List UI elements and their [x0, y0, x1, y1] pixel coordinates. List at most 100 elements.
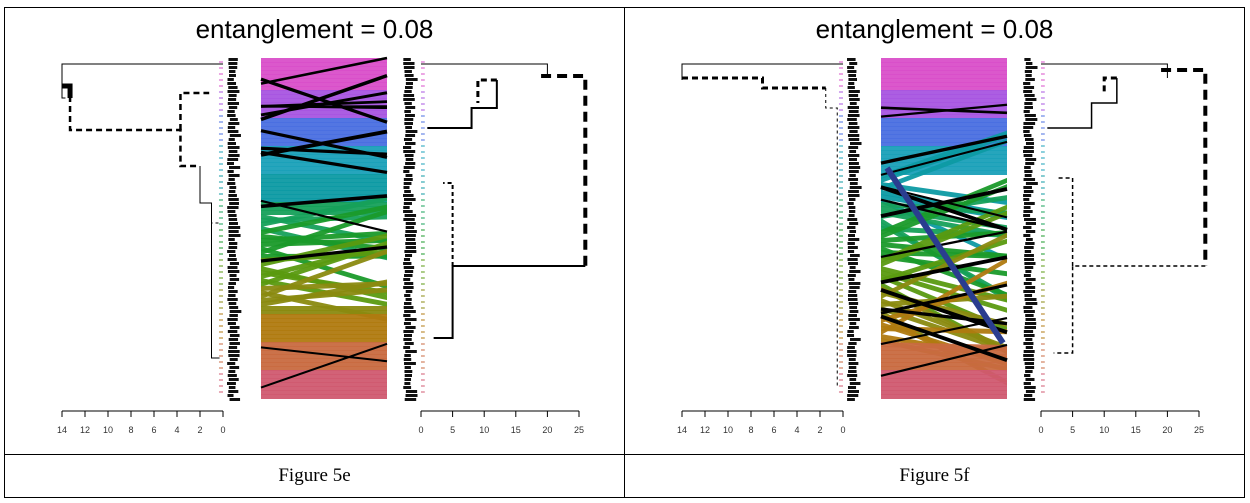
leaf-label-mark	[404, 318, 417, 321]
leaf-label-mark	[405, 134, 416, 137]
leaf-label-mark	[848, 314, 857, 317]
leaf-label-mark	[403, 202, 412, 205]
tangle-ribbon	[261, 130, 387, 135]
tangle-ribbon	[881, 382, 1007, 387]
leaf-label-mark	[849, 174, 856, 177]
tangle-ribbon	[261, 78, 387, 83]
leaf-label-mark	[229, 306, 239, 309]
leaf-label-mark	[849, 338, 861, 341]
tangle-ribbon	[261, 158, 387, 163]
leaf-label-mark	[849, 310, 859, 313]
tangle-ribbon	[261, 390, 387, 395]
left-axis-tick-label: 12	[700, 425, 710, 435]
leaf-label-mark	[848, 290, 857, 293]
leaf-label-mark	[1025, 370, 1033, 373]
unique-branch-line	[880, 103, 1008, 118]
leaf-label-mark	[227, 170, 234, 173]
leaf-label-mark	[848, 370, 857, 373]
leaf-label-mark	[847, 134, 860, 137]
leaf-label-mark	[228, 106, 238, 109]
leaf-label-mark	[228, 246, 238, 249]
left-axis-tick-label: 2	[817, 425, 822, 435]
left-axis-tick-label: 6	[771, 425, 776, 435]
leaf-label-mark	[1025, 142, 1035, 145]
leaf-label-mark	[848, 318, 860, 321]
leaf-label-mark	[227, 126, 236, 129]
leaf-label-mark	[405, 242, 416, 245]
dendro-branch	[541, 74, 588, 266]
leaf-label-mark	[848, 94, 859, 97]
leaf-label-mark	[228, 242, 238, 245]
leaf-label-mark	[848, 166, 861, 169]
leaf-label-mark	[849, 266, 856, 269]
leaf-label-mark	[847, 398, 855, 401]
leaf-label-mark	[403, 314, 411, 317]
leaf-label-mark	[403, 322, 411, 325]
leaf-label-mark	[228, 302, 237, 305]
figure-table: entanglement = 0.08 14 12 10 8 6 4 2 0 0 5 10 15 20 2…	[4, 7, 1245, 498]
leaf-label-mark	[229, 342, 240, 345]
tangle-ribbon	[261, 70, 387, 75]
leaf-label-mark	[1023, 398, 1036, 401]
tangle-ribbon	[261, 186, 387, 191]
leaf-label-mark	[403, 386, 412, 389]
leaf-label-mark	[1024, 294, 1033, 297]
tangle-ribbon	[261, 314, 387, 319]
leaf-label-mark	[1024, 166, 1031, 169]
leaf-label-mark	[403, 194, 414, 197]
dendro-branch	[476, 78, 497, 103]
tangle-ribbon	[261, 342, 387, 347]
unique-branch-line	[260, 194, 388, 209]
left-axis-tick-label: 0	[840, 425, 845, 435]
tangle-ribbon	[261, 190, 387, 195]
panel-title: entanglement = 0.08	[815, 14, 1054, 44]
leaf-label-mark	[405, 298, 412, 301]
leaf-label-mark	[849, 150, 857, 153]
leaf-label-mark	[227, 266, 238, 269]
tangle-ribbon	[881, 362, 1007, 367]
leaf-label-mark	[228, 222, 238, 225]
unique-branch-line	[260, 342, 388, 389]
leaf-label-mark	[229, 74, 236, 77]
leaf-label-mark	[847, 114, 860, 117]
tangle-ribbon	[261, 306, 387, 311]
leaf-label-mark	[227, 182, 236, 185]
tangle-ribbon	[261, 374, 387, 379]
dendro-branch	[443, 182, 454, 266]
leaf-label-mark	[848, 162, 859, 165]
leaf-label-mark	[1024, 246, 1034, 249]
unique-branch-line	[260, 150, 388, 175]
tangle-ribbon	[261, 310, 387, 315]
tangle-ribbon	[881, 257, 1007, 335]
leaf-label-mark	[228, 234, 241, 237]
leaf-label-mark	[847, 394, 859, 397]
leaf-label-mark	[228, 254, 236, 257]
tangle-ribbon	[881, 386, 1007, 391]
tangle-ribbon	[261, 122, 387, 127]
leaf-label-mark	[849, 306, 858, 309]
leaf-label-mark	[847, 58, 856, 61]
unique-branch-line	[260, 245, 388, 263]
leaf-label-mark	[847, 258, 858, 261]
leaf-label-mark	[228, 346, 238, 349]
leaf-label-mark	[405, 142, 416, 145]
figure-caption: Figure 5e	[278, 465, 351, 486]
tangle-ribbon	[881, 74, 1007, 79]
tangle-ribbon	[261, 358, 387, 363]
tangle-ribbon	[881, 62, 1007, 67]
leaf-label-mark	[847, 294, 858, 297]
leaf-label-mark	[1023, 146, 1034, 149]
left-axis-tick-label: 4	[794, 425, 799, 435]
leaf-label-mark	[1023, 122, 1036, 125]
leaf-label-mark	[1025, 302, 1038, 305]
leaf-label-mark	[404, 198, 416, 201]
leaf-label-mark	[405, 230, 417, 233]
figure-caption: Figure 5f	[899, 465, 970, 486]
leaf-label-mark	[848, 170, 859, 173]
leaf-label-mark	[1025, 346, 1033, 349]
leaf-label-mark	[847, 118, 857, 121]
leaf-label-mark	[1025, 286, 1036, 289]
leaf-label-mark	[849, 142, 862, 145]
leaf-label-mark	[228, 70, 236, 73]
leaf-label-mark	[403, 178, 413, 181]
